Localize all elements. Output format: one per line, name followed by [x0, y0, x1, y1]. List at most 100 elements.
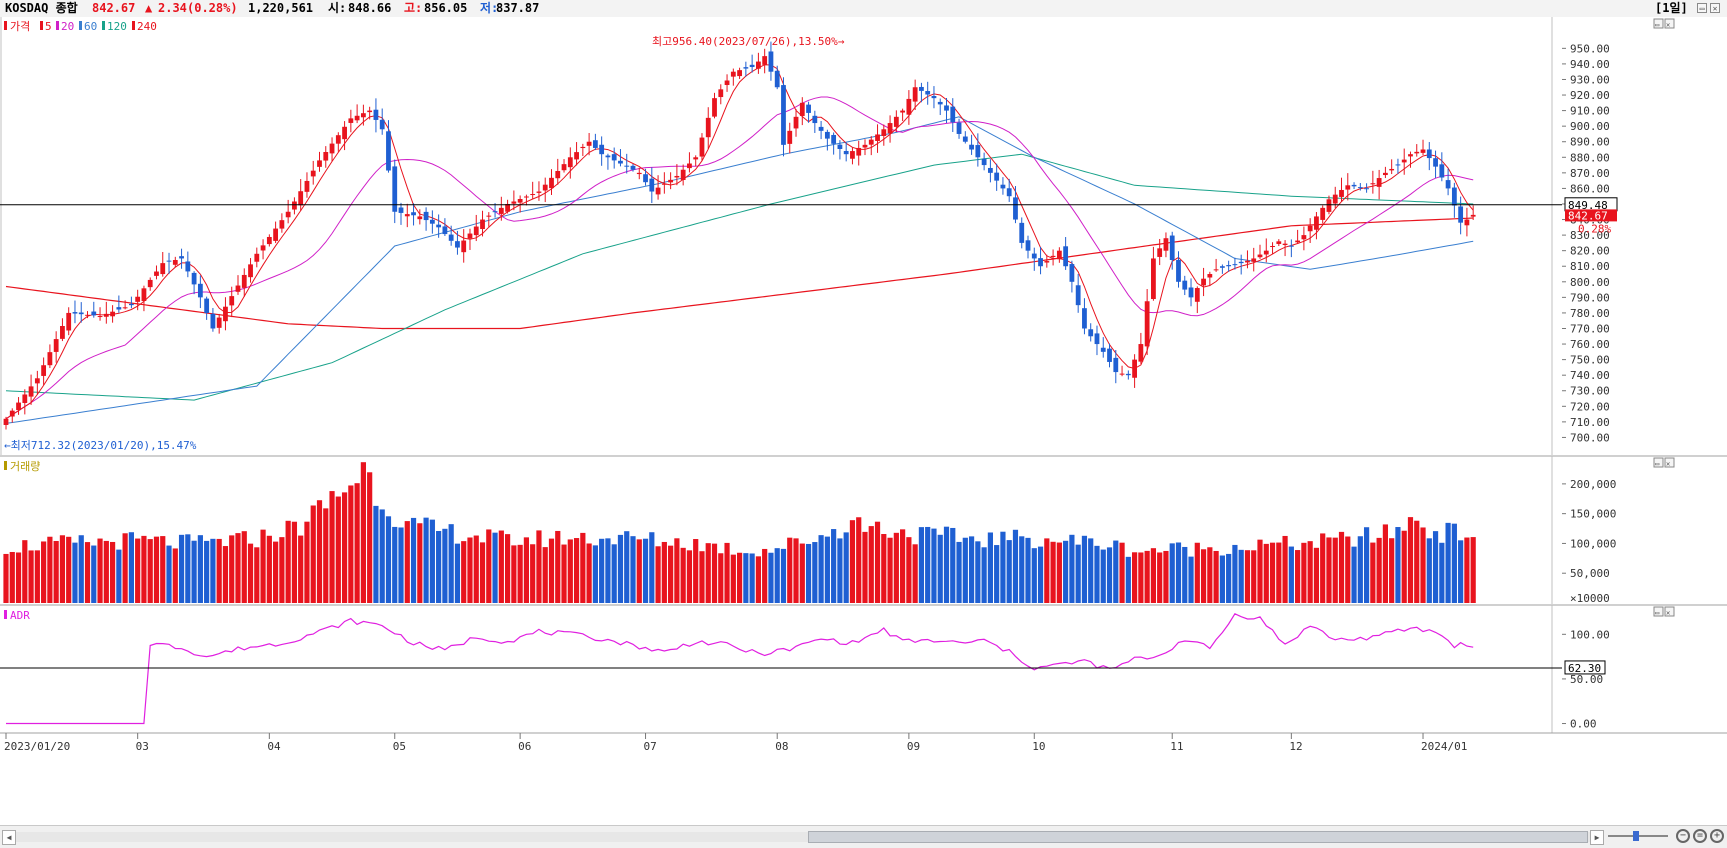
price-ytick-label: 810.00 [1570, 260, 1610, 273]
volume-bar [1464, 537, 1470, 603]
volume-bar [1257, 539, 1263, 603]
candle-body [461, 240, 467, 253]
candle-body [85, 314, 90, 316]
price-ytick-label: 760.00 [1570, 338, 1610, 351]
volume-bar [818, 535, 824, 603]
volume-bar [624, 531, 630, 603]
candle-body [442, 226, 448, 235]
panel-close-icon-glyph: ✕ [1666, 21, 1670, 29]
candle-body [944, 105, 949, 111]
scroll-thumb[interactable] [808, 831, 1588, 843]
volume-bar [116, 549, 122, 603]
candle-body [97, 316, 103, 318]
scroll-left-icon[interactable]: ◀ [2, 830, 16, 845]
volume-bar [1345, 536, 1351, 603]
candle-body [1345, 185, 1351, 190]
candle-body [567, 157, 573, 168]
volume-bar [266, 535, 272, 603]
volume-bar [197, 535, 203, 603]
scroll-right-icon[interactable]: ▶ [1590, 830, 1604, 845]
window-minimize-icon[interactable]: ▭ [1697, 3, 1707, 13]
candle-body [812, 115, 818, 124]
volume-bar [329, 491, 335, 603]
volume-bar [925, 526, 931, 603]
candle-body [655, 187, 661, 195]
candle-body [762, 56, 768, 65]
candle-body [480, 219, 485, 230]
candle-body [605, 155, 611, 158]
zoom-in-icon[interactable]: + [1710, 829, 1724, 843]
candle-body [53, 339, 59, 352]
zoom-reset-icon[interactable]: = [1693, 829, 1707, 843]
volume-bar [442, 528, 448, 603]
candle-body [498, 207, 504, 214]
volume-bar [3, 553, 9, 603]
candle-body [818, 126, 824, 131]
high-annotation: 최고956.40(2023/07/26),13.50%→ [652, 35, 845, 48]
legend-ma-20: 20 [61, 20, 74, 33]
volume-bar [1138, 552, 1144, 603]
volume-bar [1370, 542, 1376, 603]
volume-bar [354, 483, 360, 603]
volume-bar [573, 538, 580, 603]
volume-bar [950, 527, 956, 603]
zoom-out-icon[interactable]: − [1676, 829, 1690, 843]
price-ytick-label: 830.00 [1570, 229, 1610, 242]
reference-label: 849.48 [1568, 199, 1608, 212]
candle-body [329, 143, 335, 154]
legend-price: 가격 [10, 20, 30, 33]
volume-bar [1269, 542, 1276, 603]
window-close-icon[interactable]: ✕ [1710, 3, 1720, 13]
volume-bar [831, 529, 837, 603]
candle-body [599, 144, 605, 155]
volume-bar [15, 552, 22, 603]
volume-bar [241, 531, 247, 603]
candle-body [72, 312, 78, 314]
volume-bar [247, 543, 254, 603]
adr-reference-box [1564, 660, 1606, 675]
candle-body [1389, 168, 1395, 171]
volume-bar [749, 553, 755, 603]
price-ytick-label: 780.00 [1570, 307, 1610, 320]
volume-bar [122, 533, 128, 603]
price-ytick-label: 950.00 [1570, 42, 1610, 55]
volume-bar [1144, 550, 1150, 603]
candle-body [1082, 308, 1087, 329]
scroll-track[interactable] [16, 832, 1596, 842]
candle-body [950, 106, 956, 123]
candle-body [1464, 219, 1470, 226]
candle-body [850, 151, 855, 159]
price-change-pct: (0.28%) [187, 1, 238, 15]
candle-body [417, 216, 423, 220]
candle-body [1439, 164, 1445, 178]
price-ytick-label: 700.00 [1570, 431, 1610, 444]
horizontal-scrollbar[interactable]: ◀ ▶ − = + [0, 825, 1727, 848]
candle-body [348, 118, 354, 123]
volume-bar [1119, 542, 1125, 603]
zoom-slider-handle[interactable] [1633, 831, 1639, 841]
candle-body [937, 101, 943, 105]
candle-body [887, 123, 893, 134]
adr-ytick-label: 0.00 [1570, 718, 1597, 731]
volume-bar [53, 540, 59, 603]
candle-body [1339, 189, 1344, 197]
adr-minimize-icon: ▭ [1653, 606, 1664, 617]
candle-body [636, 172, 642, 175]
volume-bar [1389, 538, 1395, 603]
candle-body [1433, 158, 1438, 167]
candle-body [260, 245, 266, 251]
volume-bar [1169, 543, 1175, 603]
candle-body [335, 135, 341, 144]
chart-area: 700.00 710.00 720.00 730.00 740.00 750.00 760.… [0, 17, 1727, 825]
volume-bar [1044, 538, 1050, 603]
candle-body [103, 313, 109, 317]
candle-body [542, 184, 548, 191]
volume-bar [1338, 531, 1345, 603]
period-selector[interactable]: [1일] [1655, 1, 1688, 15]
volume-bar [379, 509, 385, 603]
volume-bar [498, 530, 504, 603]
volume-bar [66, 536, 72, 603]
legend-ma-swatch [132, 21, 135, 30]
candle-body [730, 71, 736, 77]
x-tick-label: 12 [1289, 740, 1302, 753]
